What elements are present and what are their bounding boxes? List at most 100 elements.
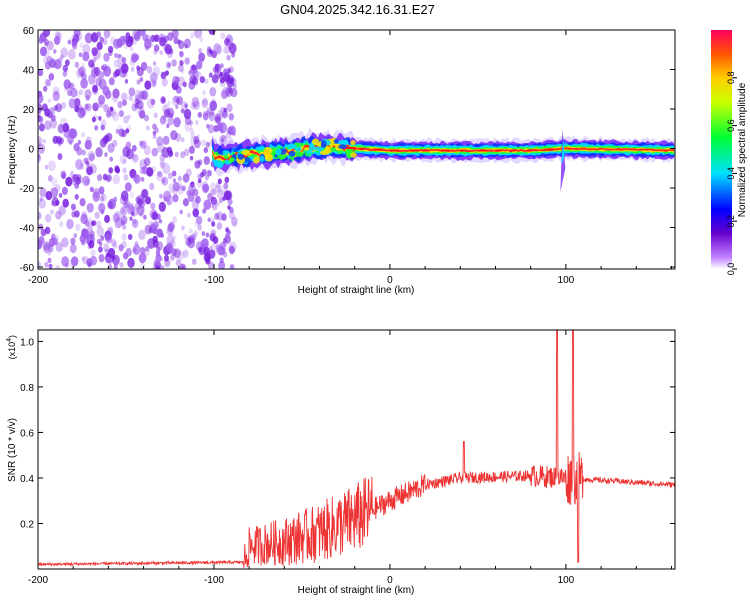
noise-blob xyxy=(74,61,80,68)
noise-blob xyxy=(44,120,52,130)
noise-blob xyxy=(156,171,164,182)
noise-blob xyxy=(98,202,106,213)
noise-blob xyxy=(191,64,197,71)
noise-blob xyxy=(185,237,192,247)
noise-blob xyxy=(103,243,110,252)
noise-blob xyxy=(71,178,78,186)
noise-blob xyxy=(38,116,44,124)
noise-blob xyxy=(189,32,195,39)
noise-blob xyxy=(210,229,216,237)
noise-blob xyxy=(44,213,52,223)
noise-blob xyxy=(158,218,163,224)
noise-blob xyxy=(184,148,190,156)
noise-blob xyxy=(166,123,170,129)
noise-blob xyxy=(143,145,151,156)
noise-blob xyxy=(124,79,129,84)
noise-blob xyxy=(219,71,224,78)
noise-blob xyxy=(183,233,189,240)
noise-blob xyxy=(220,32,226,40)
ridge-peak-mark xyxy=(373,148,383,151)
snr-panel: -200 -100 0 100 0.2 0.4 0.6 0.8 1.0 Height of st… xyxy=(6,329,676,596)
noise-blob xyxy=(81,211,88,220)
noise-blob xyxy=(191,258,197,265)
ridge-peak-mark xyxy=(441,149,450,152)
noise-blob xyxy=(99,36,104,43)
noise-blob xyxy=(44,108,51,117)
ridge-blob xyxy=(350,140,356,146)
noise-blob xyxy=(96,173,103,182)
noise-blob xyxy=(144,44,150,52)
noise-blob xyxy=(84,32,93,44)
noise-blob xyxy=(159,161,165,169)
noise-blob xyxy=(62,198,69,208)
noise-blob xyxy=(48,73,55,81)
noise-blob xyxy=(98,85,103,91)
snr-multiplier: (x104) xyxy=(6,335,17,359)
noise-blob xyxy=(161,146,170,158)
noise-blob xyxy=(228,211,235,220)
noise-blob xyxy=(167,32,174,41)
noise-blob xyxy=(100,65,105,71)
noise-blob xyxy=(180,108,185,114)
ridge-blob xyxy=(313,146,324,152)
noise-blob xyxy=(222,72,231,83)
spectrogram-content xyxy=(38,30,675,269)
noise-blob xyxy=(131,103,138,112)
noise-blob xyxy=(165,61,172,69)
noise-blob xyxy=(194,139,201,149)
noise-blob xyxy=(131,144,137,152)
noise-blob xyxy=(122,99,127,106)
noise-blob xyxy=(173,117,181,128)
noise-blob xyxy=(172,178,177,183)
noise-blob xyxy=(208,111,216,122)
noise-blob xyxy=(95,147,103,158)
noise-blob xyxy=(138,252,147,264)
noise-blob xyxy=(179,59,184,66)
noise-blob xyxy=(71,203,75,209)
noise-blob xyxy=(197,173,203,180)
noise-blob xyxy=(119,195,128,206)
noise-blob xyxy=(139,159,147,170)
noise-blob xyxy=(111,239,117,247)
noise-blob xyxy=(122,224,127,230)
noise-blob xyxy=(113,264,118,269)
colorbar-ticks: 0.0 0.2 0.4 0.6 0.8 xyxy=(726,72,737,275)
noise-blob xyxy=(60,170,67,179)
noise-blob xyxy=(48,107,55,116)
noise-blob xyxy=(42,85,48,92)
noise-blob xyxy=(144,245,150,252)
noise-blob xyxy=(70,237,76,245)
ridge-blob xyxy=(288,150,296,157)
noise-blob xyxy=(61,256,69,267)
noise-blob xyxy=(201,230,206,237)
noise-blob xyxy=(100,235,105,241)
noise-blob xyxy=(188,145,195,154)
ridge-blob xyxy=(333,139,339,144)
noise-blob xyxy=(47,174,53,182)
noise-blob xyxy=(156,228,163,238)
noise-blob xyxy=(132,244,141,255)
noise-blob xyxy=(158,201,166,212)
noise-blob xyxy=(51,197,59,207)
noise-blob xyxy=(136,66,144,77)
noise-blob xyxy=(184,121,192,132)
noise-blob xyxy=(54,31,61,39)
noise-blob xyxy=(181,185,186,192)
noise-blob xyxy=(172,216,177,223)
noise-blob xyxy=(167,172,173,180)
noise-blob xyxy=(174,132,182,142)
noise-blob xyxy=(96,226,105,237)
noise-blob xyxy=(44,261,49,268)
noise-blob xyxy=(169,112,174,118)
noise-blob xyxy=(213,100,217,106)
noise-blob xyxy=(215,45,223,55)
noise-blob xyxy=(129,191,135,199)
noise-blob xyxy=(207,170,212,177)
noise-blob xyxy=(121,241,127,249)
noise-blob xyxy=(151,147,158,157)
noise-blob xyxy=(146,65,153,74)
noise-blob xyxy=(61,102,67,110)
noise-blob xyxy=(177,63,184,72)
noise-blob xyxy=(75,99,81,106)
